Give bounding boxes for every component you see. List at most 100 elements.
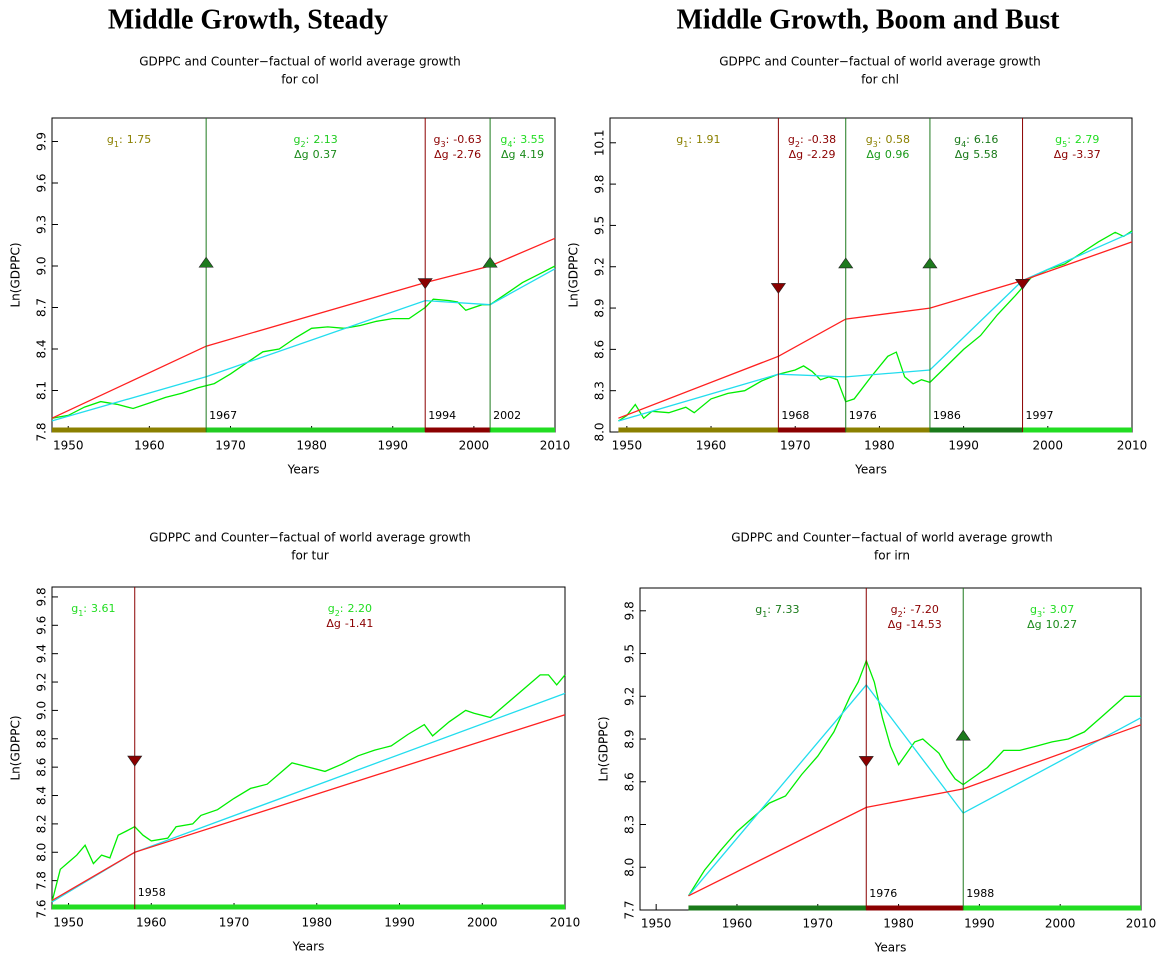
regime-value: 6.16 — [974, 133, 999, 146]
delta-value: -1.41 — [345, 617, 373, 630]
break-year: 1976 — [849, 409, 877, 422]
break-year: 1976 — [869, 887, 897, 900]
y-tick-label: 9.6 — [35, 616, 49, 635]
y-axis-label: Ln(GDPPC) — [9, 242, 23, 307]
y-tick-label: 8.6 — [593, 340, 607, 359]
chart-title: GDPPC and Counter−factual of world avera… — [731, 531, 1053, 545]
separator: : — [83, 602, 87, 615]
separator: : — [878, 133, 882, 146]
regime-symbol: g — [500, 133, 507, 146]
y-tick-label: 8.0 — [623, 858, 637, 877]
regime-symbol: g — [71, 602, 78, 615]
break-year: 1967 — [209, 409, 237, 422]
x-axis-label: Years — [854, 463, 887, 477]
separator: : — [1042, 603, 1046, 616]
regime-symbol: g — [434, 133, 441, 146]
break-year: 2002 — [493, 409, 521, 422]
delta-value: -14.53 — [906, 618, 941, 631]
regime-symbol: g — [294, 133, 301, 146]
x-axis-label: Years — [287, 463, 320, 477]
regime-symbol: g — [676, 133, 683, 146]
x-tick-label: 1970 — [803, 917, 834, 931]
y-tick-label: 9.2 — [35, 672, 49, 691]
y-axis-label: Ln(GDPPC) — [9, 715, 23, 780]
regime-delta: Δg 4.19 — [501, 148, 544, 161]
regime-growth: g1: 1.75 — [107, 133, 151, 149]
break-marker — [858, 756, 874, 767]
regime-index: 4 — [961, 140, 966, 149]
chart-subtitle: for irn — [874, 549, 910, 563]
regime-value: 0.58 — [885, 133, 910, 146]
series-line — [688, 724, 1142, 897]
y-axis-label: Ln(GDPPC) — [597, 716, 611, 781]
regime-index: 3 — [1037, 610, 1042, 619]
regime-value: 3.61 — [91, 602, 116, 615]
y-tick-label: 7.8 — [35, 422, 49, 441]
break-marker — [838, 257, 854, 269]
chart-subtitle: for chl — [861, 73, 899, 87]
regime-symbol: g — [328, 602, 335, 615]
regime-growth: g2: 2.13 — [294, 133, 338, 149]
series-line — [51, 237, 556, 419]
regime-delta: Δg -1.41 — [326, 617, 373, 630]
heading: Middle Growth, Steady — [108, 4, 388, 35]
regime-growth: g1: 1.91 — [676, 133, 720, 149]
y-axis-label: Ln(GDPPC) — [567, 242, 581, 307]
chart-title: GDPPC and Counter−factual of world avera… — [149, 531, 471, 545]
x-tick-label: 1970 — [215, 439, 246, 453]
break-marker — [1014, 278, 1031, 290]
break-year: 1988 — [966, 887, 994, 900]
x-tick-label: 2000 — [1033, 439, 1064, 453]
regime-growth: g3: -0.63 — [434, 133, 482, 149]
y-tick-label: 7.7 — [623, 900, 637, 919]
series-line — [618, 231, 1133, 422]
delta-symbol: Δg — [294, 148, 309, 161]
regime-symbol: g — [755, 603, 762, 616]
x-tick-label: 1960 — [722, 917, 753, 931]
x-tick-label: 1970 — [780, 439, 811, 453]
y-tick-label: 9.6 — [35, 173, 49, 192]
x-tick-label: 2010 — [1126, 917, 1157, 931]
y-tick-label: 8.1 — [35, 381, 49, 400]
regime-value: 3.07 — [1050, 603, 1075, 616]
x-axis-label: Years — [874, 941, 907, 955]
regime-value: 2.79 — [1075, 133, 1100, 146]
x-tick-label: 1960 — [696, 439, 727, 453]
x-tick-label: 1960 — [136, 916, 167, 930]
y-tick-label: 8.9 — [593, 299, 607, 318]
y-tick-label: 10.1 — [593, 129, 607, 156]
regime-value: -7.20 — [910, 603, 938, 616]
x-tick-label: 2010 — [1117, 439, 1148, 453]
regime-index: 1 — [78, 609, 83, 618]
break-marker — [770, 283, 786, 294]
x-tick-label: 1980 — [883, 917, 914, 931]
delta-value: -2.29 — [807, 148, 835, 161]
delta-symbol: Δg — [866, 148, 881, 161]
break-marker — [955, 729, 971, 741]
series-line — [688, 683, 1142, 897]
regime-value: -0.38 — [808, 133, 836, 146]
regime-value: 1.91 — [696, 133, 721, 146]
separator: : — [903, 603, 907, 616]
series-line — [51, 265, 556, 419]
separator: : — [767, 603, 771, 616]
series-line — [51, 692, 566, 903]
regime-growth: g1: 7.33 — [755, 603, 799, 619]
chart-subtitle: for col — [281, 73, 319, 87]
x-axis-label: Years — [292, 940, 325, 954]
regime-value: 2.13 — [313, 133, 338, 146]
regime-index: 2 — [795, 140, 800, 149]
delta-symbol: Δg — [434, 148, 449, 161]
regime-value: 1.75 — [127, 133, 152, 146]
delta-value: 0.37 — [313, 148, 338, 161]
x-tick-label: 1990 — [384, 916, 415, 930]
y-tick-label: 8.3 — [593, 381, 607, 400]
y-tick-label: 9.2 — [593, 257, 607, 276]
y-tick-label: 9.5 — [623, 644, 637, 663]
break-marker — [127, 755, 143, 767]
x-tick-label: 1980 — [296, 439, 327, 453]
regime-symbol: g — [954, 133, 961, 146]
chart-subtitle: for tur — [291, 549, 329, 563]
